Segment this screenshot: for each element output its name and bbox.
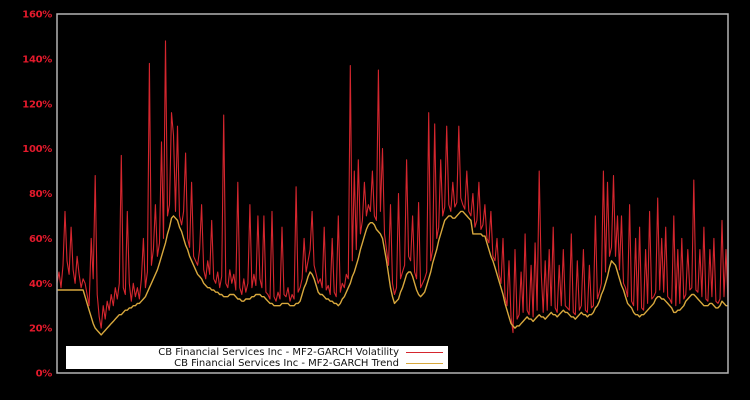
y-axis-tick-label: 60% [29,234,52,245]
legend: CB Financial Services Inc - MF2-GARCH Vo… [66,346,448,369]
y-axis-tick-label: 140% [22,54,52,65]
volatility-series-line [56,40,729,334]
legend-label-trend: CB Financial Services Inc - MF2-GARCH Tr… [174,357,399,369]
y-axis-tick-label: 160% [22,10,52,21]
y-axis-tick-label: 20% [29,324,52,335]
legend-item-trend: CB Financial Services Inc - MF2-GARCH Tr… [66,358,448,369]
legend-line-sample-volatility [406,351,443,353]
y-axis-tick-label: 100% [22,144,52,155]
y-axis-tick-label: 80% [29,189,52,200]
y-axis-tick-label: 0% [36,369,53,380]
y-axis-tick-label: 120% [22,99,52,110]
plot-border [56,13,729,374]
legend-label-volatility: CB Financial Services Inc - MF2-GARCH Vo… [158,346,399,358]
legend-item-volatility: CB Financial Services Inc - MF2-GARCH Vo… [66,347,448,358]
trend-series-line [57,210,728,336]
y-axis-tick-label: 40% [29,279,52,290]
legend-line-sample-trend [406,362,443,364]
